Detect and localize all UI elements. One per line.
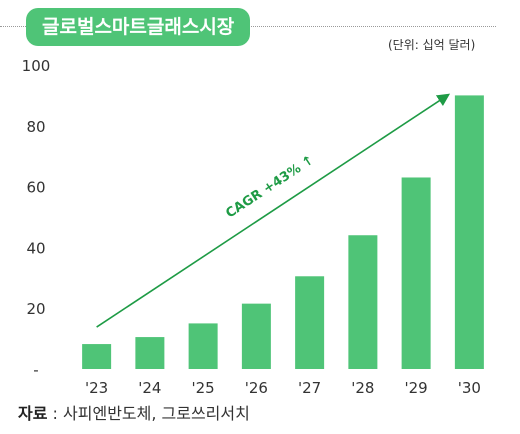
bar-4 (295, 276, 325, 369)
y-tick-4: 80 (26, 118, 45, 136)
x-tick-1: '24 (138, 379, 161, 397)
cagr-label: CAGR +43% ↑ (223, 153, 317, 222)
x-tick-4: '27 (298, 379, 321, 397)
bar-7 (454, 95, 484, 370)
source-separator: : (52, 404, 58, 423)
source-note: 자료 : 사피엔반도체, 그로쓰리서치 (18, 400, 250, 424)
y-tick-5: 100 (22, 57, 51, 75)
x-tick-7: '30 (458, 379, 481, 397)
y-tick-labels: - 20 40 60 80 100 (22, 57, 51, 379)
bars-group (82, 95, 484, 370)
chart-title: 글로벌스마트글래스시장 (26, 8, 251, 46)
y-tick-1: 20 (26, 300, 45, 318)
bar-1 (135, 337, 165, 369)
cagr-arrow (96, 93, 451, 328)
bar-6 (401, 177, 431, 369)
x-tick-5: '28 (351, 379, 374, 397)
y-tick-2: 40 (26, 239, 45, 257)
y-tick-3: 60 (26, 179, 45, 197)
y-tick-0: - (33, 361, 38, 379)
x-tick-2: '25 (192, 379, 215, 397)
cagr-annotation: CAGR +43% ↑ (96, 93, 451, 328)
source-text: 사피엔반도체, 그로쓰리서치 (63, 404, 250, 423)
x-tick-3: '26 (245, 379, 268, 397)
bar-5 (348, 235, 378, 369)
bar-3 (241, 303, 271, 369)
source-label: 자료 (18, 404, 48, 423)
x-tick-0: '23 (85, 379, 108, 397)
x-tick-6: '29 (405, 379, 428, 397)
x-tick-labels: '23 '24 '25 '26 '27 '28 '29 '30 (85, 379, 481, 397)
bar-0 (82, 344, 112, 369)
unit-note: (단위: 십억 달러) (388, 38, 476, 52)
bar-2 (188, 323, 218, 369)
